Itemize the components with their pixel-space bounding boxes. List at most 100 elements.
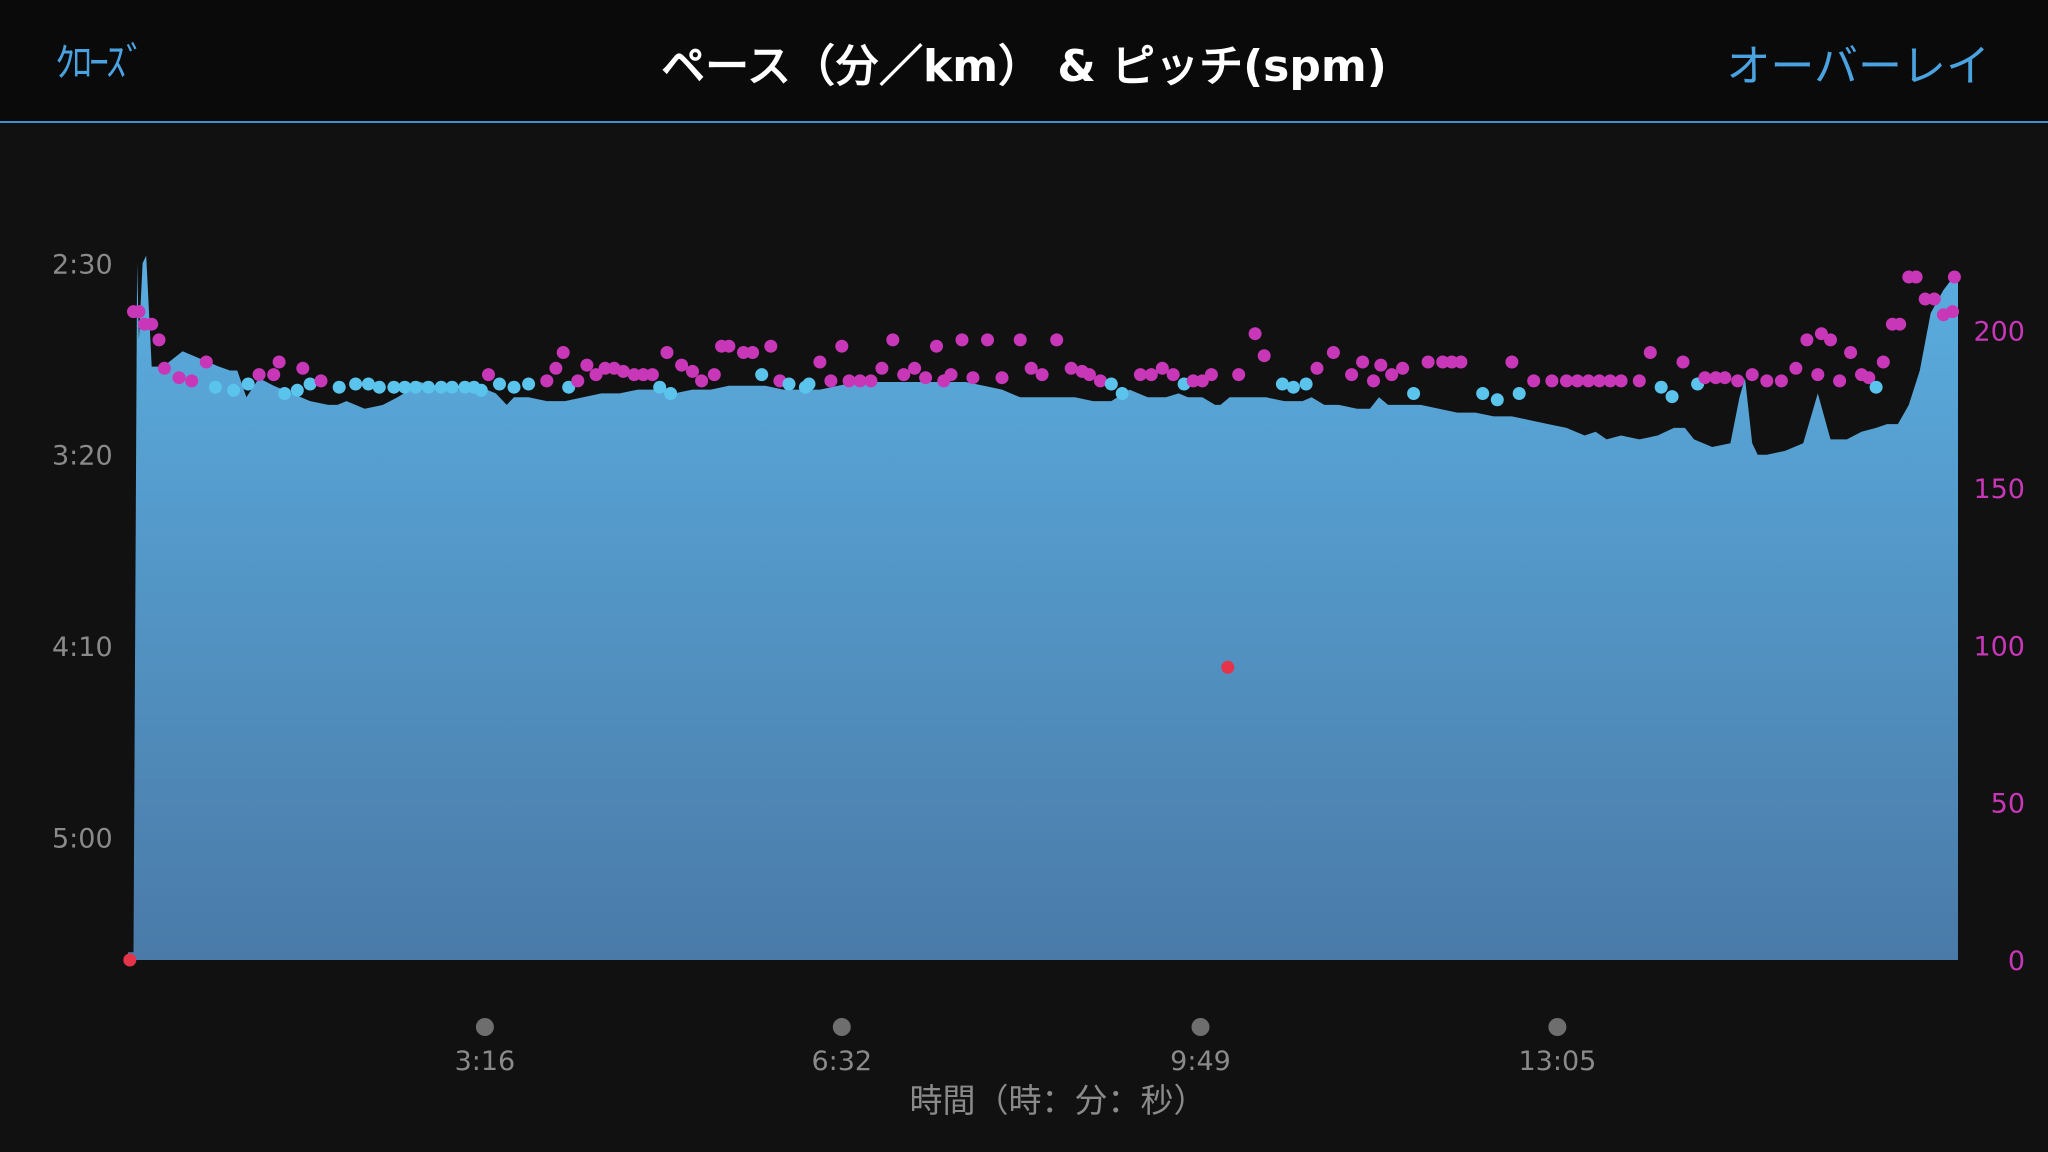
- x-axis-label: 時間（時：分：秒）: [910, 1081, 1207, 1120]
- cadence-point: [580, 358, 594, 372]
- cadence-point: [372, 380, 386, 394]
- cadence-point: [1709, 371, 1723, 385]
- cadence-point: [208, 380, 222, 394]
- right-axis: 0 50 100 150 200: [1973, 317, 2025, 978]
- cadence-point: [1676, 355, 1690, 369]
- cadence-tick-label: 150: [1973, 474, 2025, 505]
- x-tick-dot: [1548, 1018, 1567, 1036]
- cadence-point: [1436, 355, 1450, 369]
- cadence-point: [944, 368, 958, 382]
- cadence-point: [722, 339, 736, 353]
- cadence-point: [1476, 387, 1490, 400]
- cadence-point: [664, 387, 678, 400]
- pace-area: [128, 255, 1958, 961]
- cadence-point: [387, 380, 401, 394]
- cadence-point: [1454, 355, 1468, 369]
- cadence-point: [1603, 374, 1617, 388]
- cadence-point: [1204, 368, 1218, 382]
- cadence-point: [802, 377, 816, 391]
- cadence-point: [252, 368, 266, 382]
- cadence-point: [1545, 374, 1559, 388]
- cadence-point: [737, 346, 750, 359]
- cadence-point: [507, 380, 521, 394]
- pace-tick-label: 3:20: [52, 441, 113, 472]
- cadence-point: [199, 355, 213, 369]
- cadence-point: [157, 361, 171, 375]
- cadence-point: [1947, 270, 1961, 284]
- cadence-point: [1581, 374, 1595, 388]
- cadence-point: [421, 380, 435, 394]
- cadence-point: [1927, 292, 1941, 306]
- cadence-point: [1104, 377, 1118, 391]
- cadence-point: [1374, 358, 1388, 372]
- cadence-point: [1876, 355, 1890, 369]
- cadence-point: [782, 377, 796, 391]
- cadence-point: [1082, 368, 1096, 382]
- cadence-point: [267, 368, 281, 382]
- cadence-point: [278, 387, 292, 400]
- x-tick-dot: [1191, 1018, 1210, 1036]
- cadence-point: [1064, 361, 1078, 375]
- cadence-point: [1909, 270, 1923, 284]
- overlay-button[interactable]: オーバーレイ: [1726, 41, 1990, 92]
- cadence-point: [1560, 374, 1573, 388]
- cadence-point: [864, 374, 878, 388]
- cadence-point: [1115, 387, 1129, 400]
- left-axis: 2:30 3:20 4:10 5:00: [52, 249, 113, 854]
- cadence-point: [349, 377, 363, 391]
- cadence-point: [707, 368, 721, 382]
- cadence-point: [1385, 368, 1399, 382]
- cadence-point: [1144, 368, 1158, 382]
- x-tick-label: 13:05: [1518, 1046, 1596, 1077]
- cadence-point: [981, 333, 994, 347]
- close-button[interactable]: ｸﾛｰｽﾞ: [55, 40, 146, 86]
- cadence-tick-label: 200: [1973, 317, 2025, 348]
- cadence-point: [1643, 346, 1657, 359]
- cadence-point: [1665, 390, 1679, 404]
- x-tick-dot: [475, 1018, 494, 1036]
- cadence-point: [875, 361, 889, 375]
- cadence-point: [1774, 374, 1788, 388]
- cadence-point: [1248, 327, 1262, 341]
- cadence-point: [1093, 374, 1107, 388]
- header-bar: ｸﾛｰｽﾞ ペース（分／km） & ピッチ(spm) オーバーレイ: [0, 0, 2048, 123]
- cadence-point: [314, 374, 328, 388]
- cadence-point: [272, 355, 286, 369]
- cadence-point: [445, 380, 459, 394]
- cadence-point: [1570, 374, 1584, 388]
- cadence-point: [653, 380, 667, 394]
- cadence-point: [1824, 333, 1837, 347]
- cadence-point: [1893, 317, 1907, 331]
- cadence-point: [589, 368, 603, 382]
- cadence-point: [1512, 387, 1526, 400]
- cadence-point: [152, 333, 166, 347]
- cadence-point: [746, 346, 760, 359]
- cadence-point: [185, 374, 199, 388]
- cadence-point: [1035, 368, 1049, 382]
- cadence-point: [1421, 355, 1435, 369]
- cadence-point: [1632, 374, 1646, 388]
- cadence-point: [1050, 333, 1064, 347]
- cadence-point: [1166, 368, 1180, 382]
- x-tick-label: 6:32: [811, 1046, 872, 1077]
- cadence-point: [1445, 355, 1459, 369]
- cadence-point: [1731, 374, 1745, 388]
- cadence-point: [1844, 346, 1858, 359]
- cadence-point: [1195, 374, 1209, 388]
- cadence-point: [474, 383, 488, 397]
- pace-tick-label: 2:30: [52, 249, 113, 280]
- cadence-point: [1698, 371, 1712, 385]
- cadence-point: [493, 377, 506, 391]
- cadence-point: [1299, 377, 1313, 391]
- cadence-point: [1356, 355, 1370, 369]
- cadence-point: [1257, 349, 1271, 363]
- cadence-point: [764, 339, 778, 353]
- cadence-point: [897, 368, 911, 382]
- cadence-point: [1869, 380, 1883, 394]
- cadence-point: [853, 374, 867, 388]
- cadence-point: [1155, 361, 1169, 375]
- pace-tick-label: 4:10: [52, 632, 113, 663]
- cadence-point: [434, 380, 448, 394]
- cadence-point: [1946, 305, 1959, 319]
- cadence-point: [1789, 361, 1803, 375]
